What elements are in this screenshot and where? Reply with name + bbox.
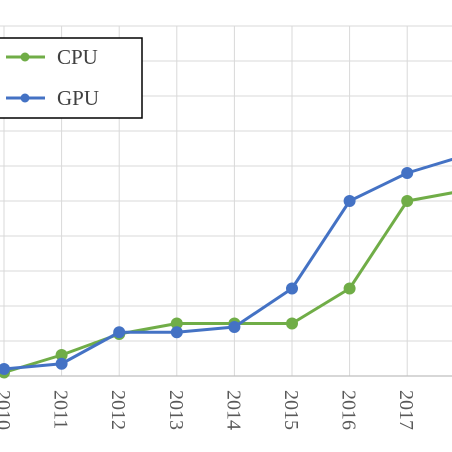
x-tick-label: 2012 <box>107 390 129 430</box>
point-gpu-2015 <box>286 282 298 295</box>
point-gpu-2012 <box>113 326 126 339</box>
series-line-cpu <box>3 191 452 374</box>
point-gpu-2010 <box>0 363 10 375</box>
x-tick-label: 2010 <box>0 390 14 430</box>
point-gpu-2011 <box>55 357 68 370</box>
point-cpu-2016 <box>343 282 356 295</box>
point-gpu-2014 <box>228 321 241 333</box>
point-gpu-2016 <box>343 195 356 207</box>
legend-marker-cpu <box>20 52 30 62</box>
x-tick-label: 2016 <box>338 390 360 430</box>
point-gpu-2013 <box>170 326 183 339</box>
series-line-gpu <box>3 157 452 371</box>
point-cpu-2015 <box>286 317 298 330</box>
legend: CPU GPU <box>0 37 143 119</box>
x-tick-label: 2011 <box>50 390 72 429</box>
legend-marker-gpu <box>20 93 30 103</box>
point-cpu-2017 <box>401 195 414 207</box>
legend-label-gpu: GPU <box>57 86 99 110</box>
legend-box <box>0 37 143 119</box>
x-tick-label: 2013 <box>165 390 187 430</box>
x-tick-label: 2014 <box>222 390 244 430</box>
point-cpu-2011 <box>55 349 68 361</box>
x-tick-labels: 201020112012201320142015201620172018 <box>0 390 417 430</box>
point-cpu-2013 <box>170 317 183 330</box>
point-gpu-2017 <box>401 167 414 179</box>
x-tick-label: 2015 <box>280 390 302 430</box>
series-layer <box>0 157 452 379</box>
legend-label-cpu: CPU <box>57 45 98 69</box>
x-tick-label: 2017 <box>395 390 417 430</box>
